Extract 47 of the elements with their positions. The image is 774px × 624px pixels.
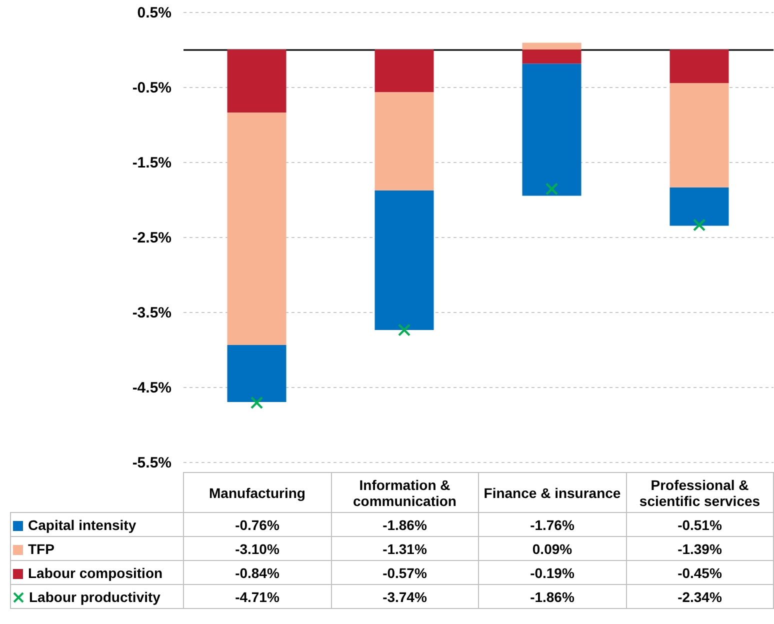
bar xyxy=(227,345,286,402)
data-label: -1.31% xyxy=(331,536,478,560)
y-tick-label: -0.5% xyxy=(132,80,172,96)
bar xyxy=(670,83,729,188)
x-tick-label: Finance & insurance xyxy=(478,472,626,512)
legend-label: TFP xyxy=(10,536,184,560)
data-label: -1.86% xyxy=(331,512,478,536)
y-tick-label: -5.5% xyxy=(132,454,172,472)
data-label: -1.39% xyxy=(626,536,774,560)
data-label: -0.45% xyxy=(626,560,774,584)
data-label: -0.19% xyxy=(478,560,626,584)
bar xyxy=(670,188,729,226)
data-label: -0.84% xyxy=(184,560,331,584)
legend-label: Labour productivity xyxy=(10,584,184,608)
bar xyxy=(522,50,582,64)
data-label: -0.51% xyxy=(626,512,774,536)
point xyxy=(692,218,706,232)
y-tick-label: -1.5% xyxy=(132,154,172,172)
point xyxy=(250,396,264,410)
data-label: -4.71% xyxy=(184,584,331,608)
x-tick-label: Information & communication xyxy=(331,472,478,512)
data-label: -3.10% xyxy=(184,536,331,560)
bar xyxy=(670,50,729,84)
x-tick-label: Manufacturing xyxy=(184,472,331,512)
y-tick-label: -3.5% xyxy=(132,304,172,322)
legend-label: Labour composition xyxy=(10,560,184,584)
data-label: -0.57% xyxy=(331,560,478,584)
y-tick-label: -2.5% xyxy=(132,230,172,246)
bar xyxy=(227,112,286,345)
y-tick-label: 0.5% xyxy=(137,4,172,22)
bar xyxy=(374,50,434,92)
point xyxy=(398,324,411,336)
data-label: -3.74% xyxy=(331,584,478,608)
bar xyxy=(374,92,434,190)
bar xyxy=(522,42,582,50)
data-label: -1.86% xyxy=(478,584,626,608)
point xyxy=(545,182,558,196)
x-tick-label: Professional & scientific services xyxy=(626,472,774,512)
data-label: -0.76% xyxy=(184,512,331,536)
data-label: 0.09% xyxy=(478,536,626,560)
data-label: -1.76% xyxy=(478,512,626,536)
bar xyxy=(522,64,582,196)
y-tick-label: -4.5% xyxy=(132,380,172,396)
bar xyxy=(227,50,286,112)
data-label: -2.34% xyxy=(626,584,774,608)
legend-label: Capital intensity xyxy=(10,512,184,536)
bar xyxy=(374,190,434,330)
